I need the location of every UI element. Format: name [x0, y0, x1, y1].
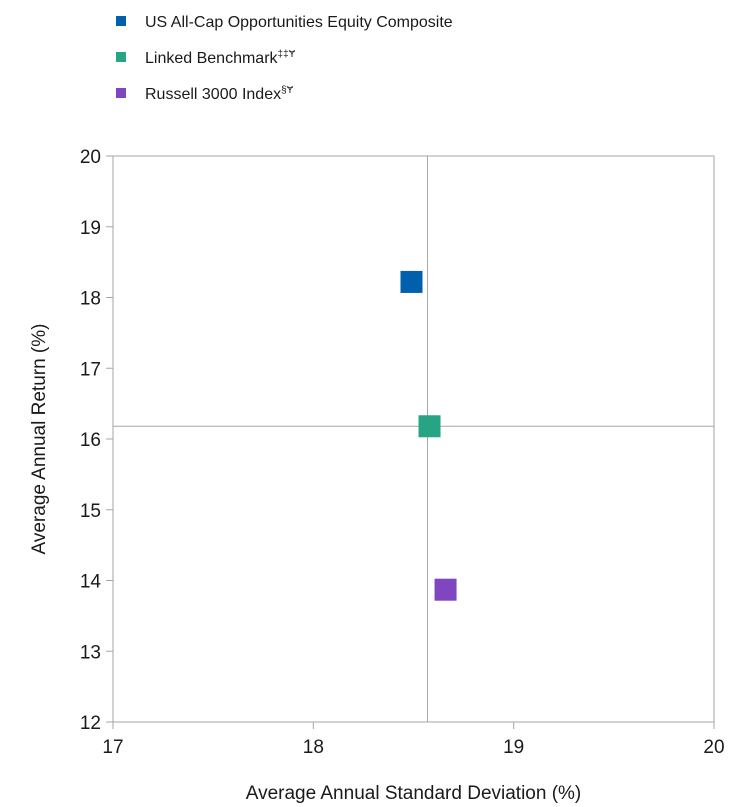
data-point-3 — [434, 578, 457, 601]
y-tick-label: 12 — [80, 713, 101, 734]
data-point-2 — [418, 415, 441, 438]
data-points — [400, 270, 457, 601]
legend-label-3: Russell 3000 Index§Ɏ — [145, 85, 294, 103]
y-tick-label: 14 — [80, 572, 102, 593]
y-tick-label: 13 — [80, 642, 101, 663]
legend-footnote-mark: ‡‡Ɏ — [278, 49, 296, 60]
legend-label-1: US All-Cap Opportunities Equity Composit… — [145, 14, 453, 31]
data-point-1 — [400, 270, 423, 293]
legend-marker-2 — [116, 52, 126, 62]
y-tick-label: 17 — [80, 359, 101, 380]
y-tick-label: 15 — [80, 501, 101, 522]
x-tick-label: 17 — [102, 737, 123, 758]
legend-marker-3 — [116, 88, 126, 98]
reference-lines — [113, 156, 714, 722]
x-tick-label: 19 — [503, 737, 524, 758]
x-axis-ticks: 17 18 19 20 — [102, 722, 725, 758]
legend: US All-Cap Opportunities Equity Composit… — [116, 14, 453, 103]
legend-marker-1 — [116, 16, 126, 26]
y-tick-label: 20 — [80, 147, 101, 168]
y-tick-label: 18 — [80, 289, 101, 310]
x-tick-label: 20 — [703, 737, 724, 758]
x-tick-label: 18 — [303, 737, 324, 758]
y-axis-ticks: 12 13 14 15 16 17 18 19 20 — [80, 147, 113, 734]
legend-label-2: Linked Benchmark‡‡Ɏ — [145, 49, 296, 67]
legend-footnote-mark: §Ɏ — [281, 85, 294, 96]
y-axis-title: Average Annual Return (%) — [29, 324, 50, 555]
x-axis-title: Average Annual Standard Deviation (%) — [246, 783, 582, 804]
y-tick-label: 16 — [80, 430, 101, 451]
y-tick-label: 19 — [80, 218, 101, 239]
plot-area — [112, 155, 715, 723]
